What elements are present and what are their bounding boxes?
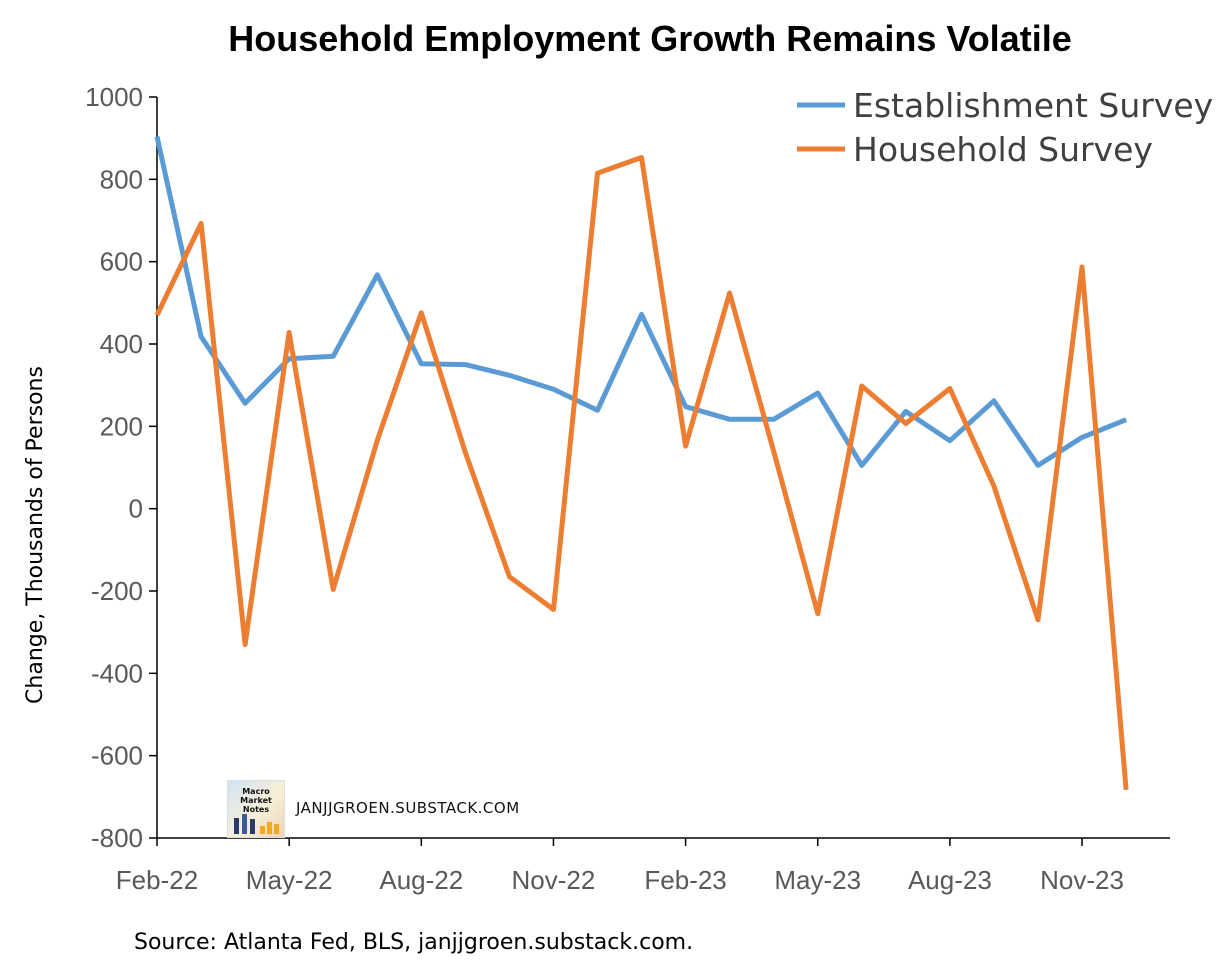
y-axis-label: Change, Thousands of Persons [23, 366, 48, 704]
y-tick-label: -400 [91, 658, 143, 688]
chart-title: Household Employment Growth Remains Vola… [228, 18, 1072, 59]
x-tick-label: Nov-23 [1040, 865, 1124, 895]
series-line-household [154, 155, 1129, 791]
x-tick-label: May-22 [246, 865, 333, 895]
x-axis-ticks: Feb-22 May-22 Aug-22 Nov-22 Feb-23 May-23 Aug-… [116, 838, 1124, 895]
y-tick-label: 600 [100, 247, 143, 277]
y-tick-label: -600 [91, 741, 143, 771]
bar-chart-icon [267, 822, 272, 834]
x-tick-label: Feb-23 [644, 865, 726, 895]
legend-label: Establishment Survey [853, 86, 1213, 125]
x-tick-label: Aug-22 [379, 865, 463, 895]
chart-axes [156, 97, 1170, 839]
series-lines [154, 135, 1129, 791]
y-tick-label: 800 [100, 164, 143, 194]
series-line-establishment [154, 135, 1128, 468]
person-figure-icon [234, 818, 239, 834]
x-tick-label: Feb-22 [116, 865, 198, 895]
person-figure-icon [250, 819, 255, 834]
x-tick-label: Aug-23 [908, 865, 992, 895]
legend: Establishment Survey Household Survey [797, 86, 1213, 169]
bar-chart-icon [274, 824, 279, 834]
y-tick-label: -200 [91, 576, 143, 606]
x-tick-label: Nov-22 [512, 865, 596, 895]
legend-label: Household Survey [853, 130, 1153, 169]
y-tick-label: 1000 [85, 82, 143, 112]
watermark-logo: Macro Market Notes [227, 780, 285, 838]
y-tick-label: 400 [100, 329, 143, 359]
watermark-logo-text: Macro Market Notes [240, 787, 272, 814]
source-note: Source: Atlanta Fed, BLS, janjjgroen.sub… [134, 930, 694, 955]
y-tick-label: 0 [129, 494, 143, 524]
y-tick-label: 200 [100, 411, 143, 441]
watermark-site: JANJJGROEN.SUBSTACK.COM [296, 799, 520, 817]
y-axis-ticks: -800 -600 -400 -200 0 200 400 600 800 1000 [85, 82, 157, 853]
bar-chart-icon [260, 826, 265, 834]
person-figure-icon [242, 814, 247, 834]
y-tick-label: -800 [91, 823, 143, 853]
x-tick-label: May-23 [774, 865, 861, 895]
